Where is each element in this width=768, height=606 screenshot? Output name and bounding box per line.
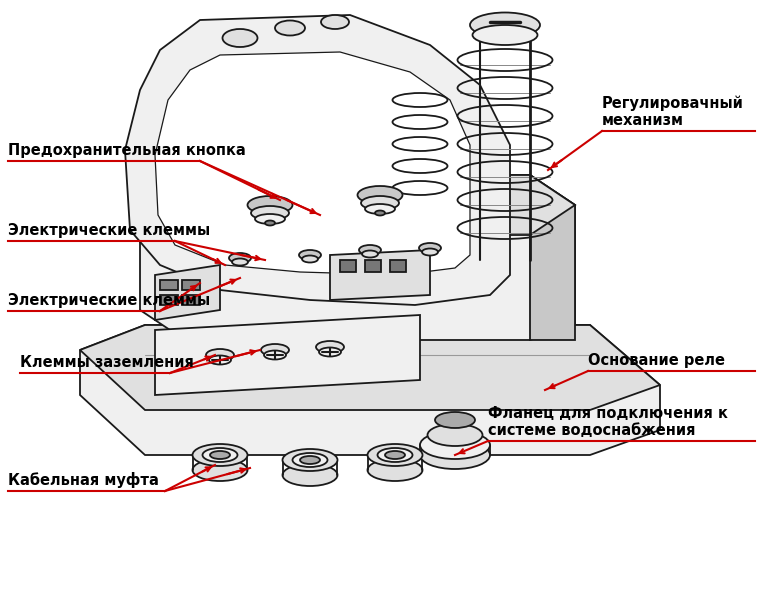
- Ellipse shape: [203, 448, 237, 462]
- Polygon shape: [80, 325, 660, 410]
- Ellipse shape: [209, 356, 231, 364]
- Ellipse shape: [375, 210, 385, 216]
- Polygon shape: [80, 325, 660, 455]
- Bar: [365, 260, 381, 272]
- Ellipse shape: [223, 29, 257, 47]
- Ellipse shape: [365, 204, 395, 214]
- Ellipse shape: [435, 412, 475, 428]
- Ellipse shape: [210, 451, 230, 459]
- Ellipse shape: [368, 444, 422, 466]
- Ellipse shape: [362, 250, 378, 258]
- Polygon shape: [530, 175, 575, 340]
- Polygon shape: [125, 15, 510, 305]
- Ellipse shape: [368, 459, 422, 481]
- Ellipse shape: [247, 196, 293, 214]
- Ellipse shape: [472, 25, 538, 45]
- Ellipse shape: [316, 341, 344, 353]
- Ellipse shape: [293, 453, 327, 467]
- Ellipse shape: [420, 441, 490, 469]
- Ellipse shape: [283, 464, 337, 486]
- Ellipse shape: [420, 431, 490, 459]
- Ellipse shape: [385, 451, 405, 459]
- Bar: [160, 295, 178, 305]
- Ellipse shape: [319, 347, 341, 356]
- Ellipse shape: [302, 256, 318, 262]
- Text: Кабельная муфта: Кабельная муфта: [8, 472, 159, 488]
- Ellipse shape: [357, 186, 402, 204]
- Polygon shape: [330, 250, 430, 300]
- Ellipse shape: [359, 245, 381, 255]
- Ellipse shape: [321, 15, 349, 29]
- Ellipse shape: [264, 350, 286, 359]
- Ellipse shape: [232, 259, 248, 265]
- Text: Электрические клеммы: Электрические клеммы: [8, 223, 210, 238]
- Text: Предохранительная кнопка: Предохранительная кнопка: [8, 143, 246, 158]
- Ellipse shape: [428, 424, 482, 446]
- Ellipse shape: [251, 206, 289, 220]
- Bar: [182, 295, 200, 305]
- Text: Основание реле: Основание реле: [588, 353, 725, 368]
- Polygon shape: [140, 175, 575, 340]
- Bar: [390, 260, 406, 272]
- Ellipse shape: [261, 344, 289, 356]
- Bar: [340, 260, 356, 272]
- Ellipse shape: [378, 448, 412, 462]
- Bar: [160, 280, 178, 290]
- Ellipse shape: [265, 221, 275, 225]
- Ellipse shape: [300, 456, 320, 464]
- Polygon shape: [155, 265, 220, 320]
- Ellipse shape: [470, 13, 540, 38]
- Ellipse shape: [419, 243, 441, 253]
- Polygon shape: [140, 175, 575, 235]
- Ellipse shape: [299, 250, 321, 260]
- Ellipse shape: [275, 21, 305, 36]
- Text: Клеммы заземления: Клеммы заземления: [20, 355, 194, 370]
- Polygon shape: [155, 52, 470, 275]
- Ellipse shape: [361, 196, 399, 210]
- Ellipse shape: [283, 449, 337, 471]
- Ellipse shape: [255, 214, 285, 224]
- Text: Регулировачный
механизм: Регулировачный механизм: [602, 95, 744, 128]
- Bar: [182, 280, 200, 290]
- Ellipse shape: [229, 253, 251, 263]
- Text: Электрические клеммы: Электрические клеммы: [8, 293, 210, 308]
- Ellipse shape: [422, 248, 438, 256]
- Text: Фланец для подключения к
системе водоснабжения: Фланец для подключения к системе водосна…: [488, 405, 728, 438]
- Ellipse shape: [193, 444, 247, 466]
- Polygon shape: [155, 315, 420, 395]
- Ellipse shape: [206, 349, 234, 361]
- Ellipse shape: [193, 459, 247, 481]
